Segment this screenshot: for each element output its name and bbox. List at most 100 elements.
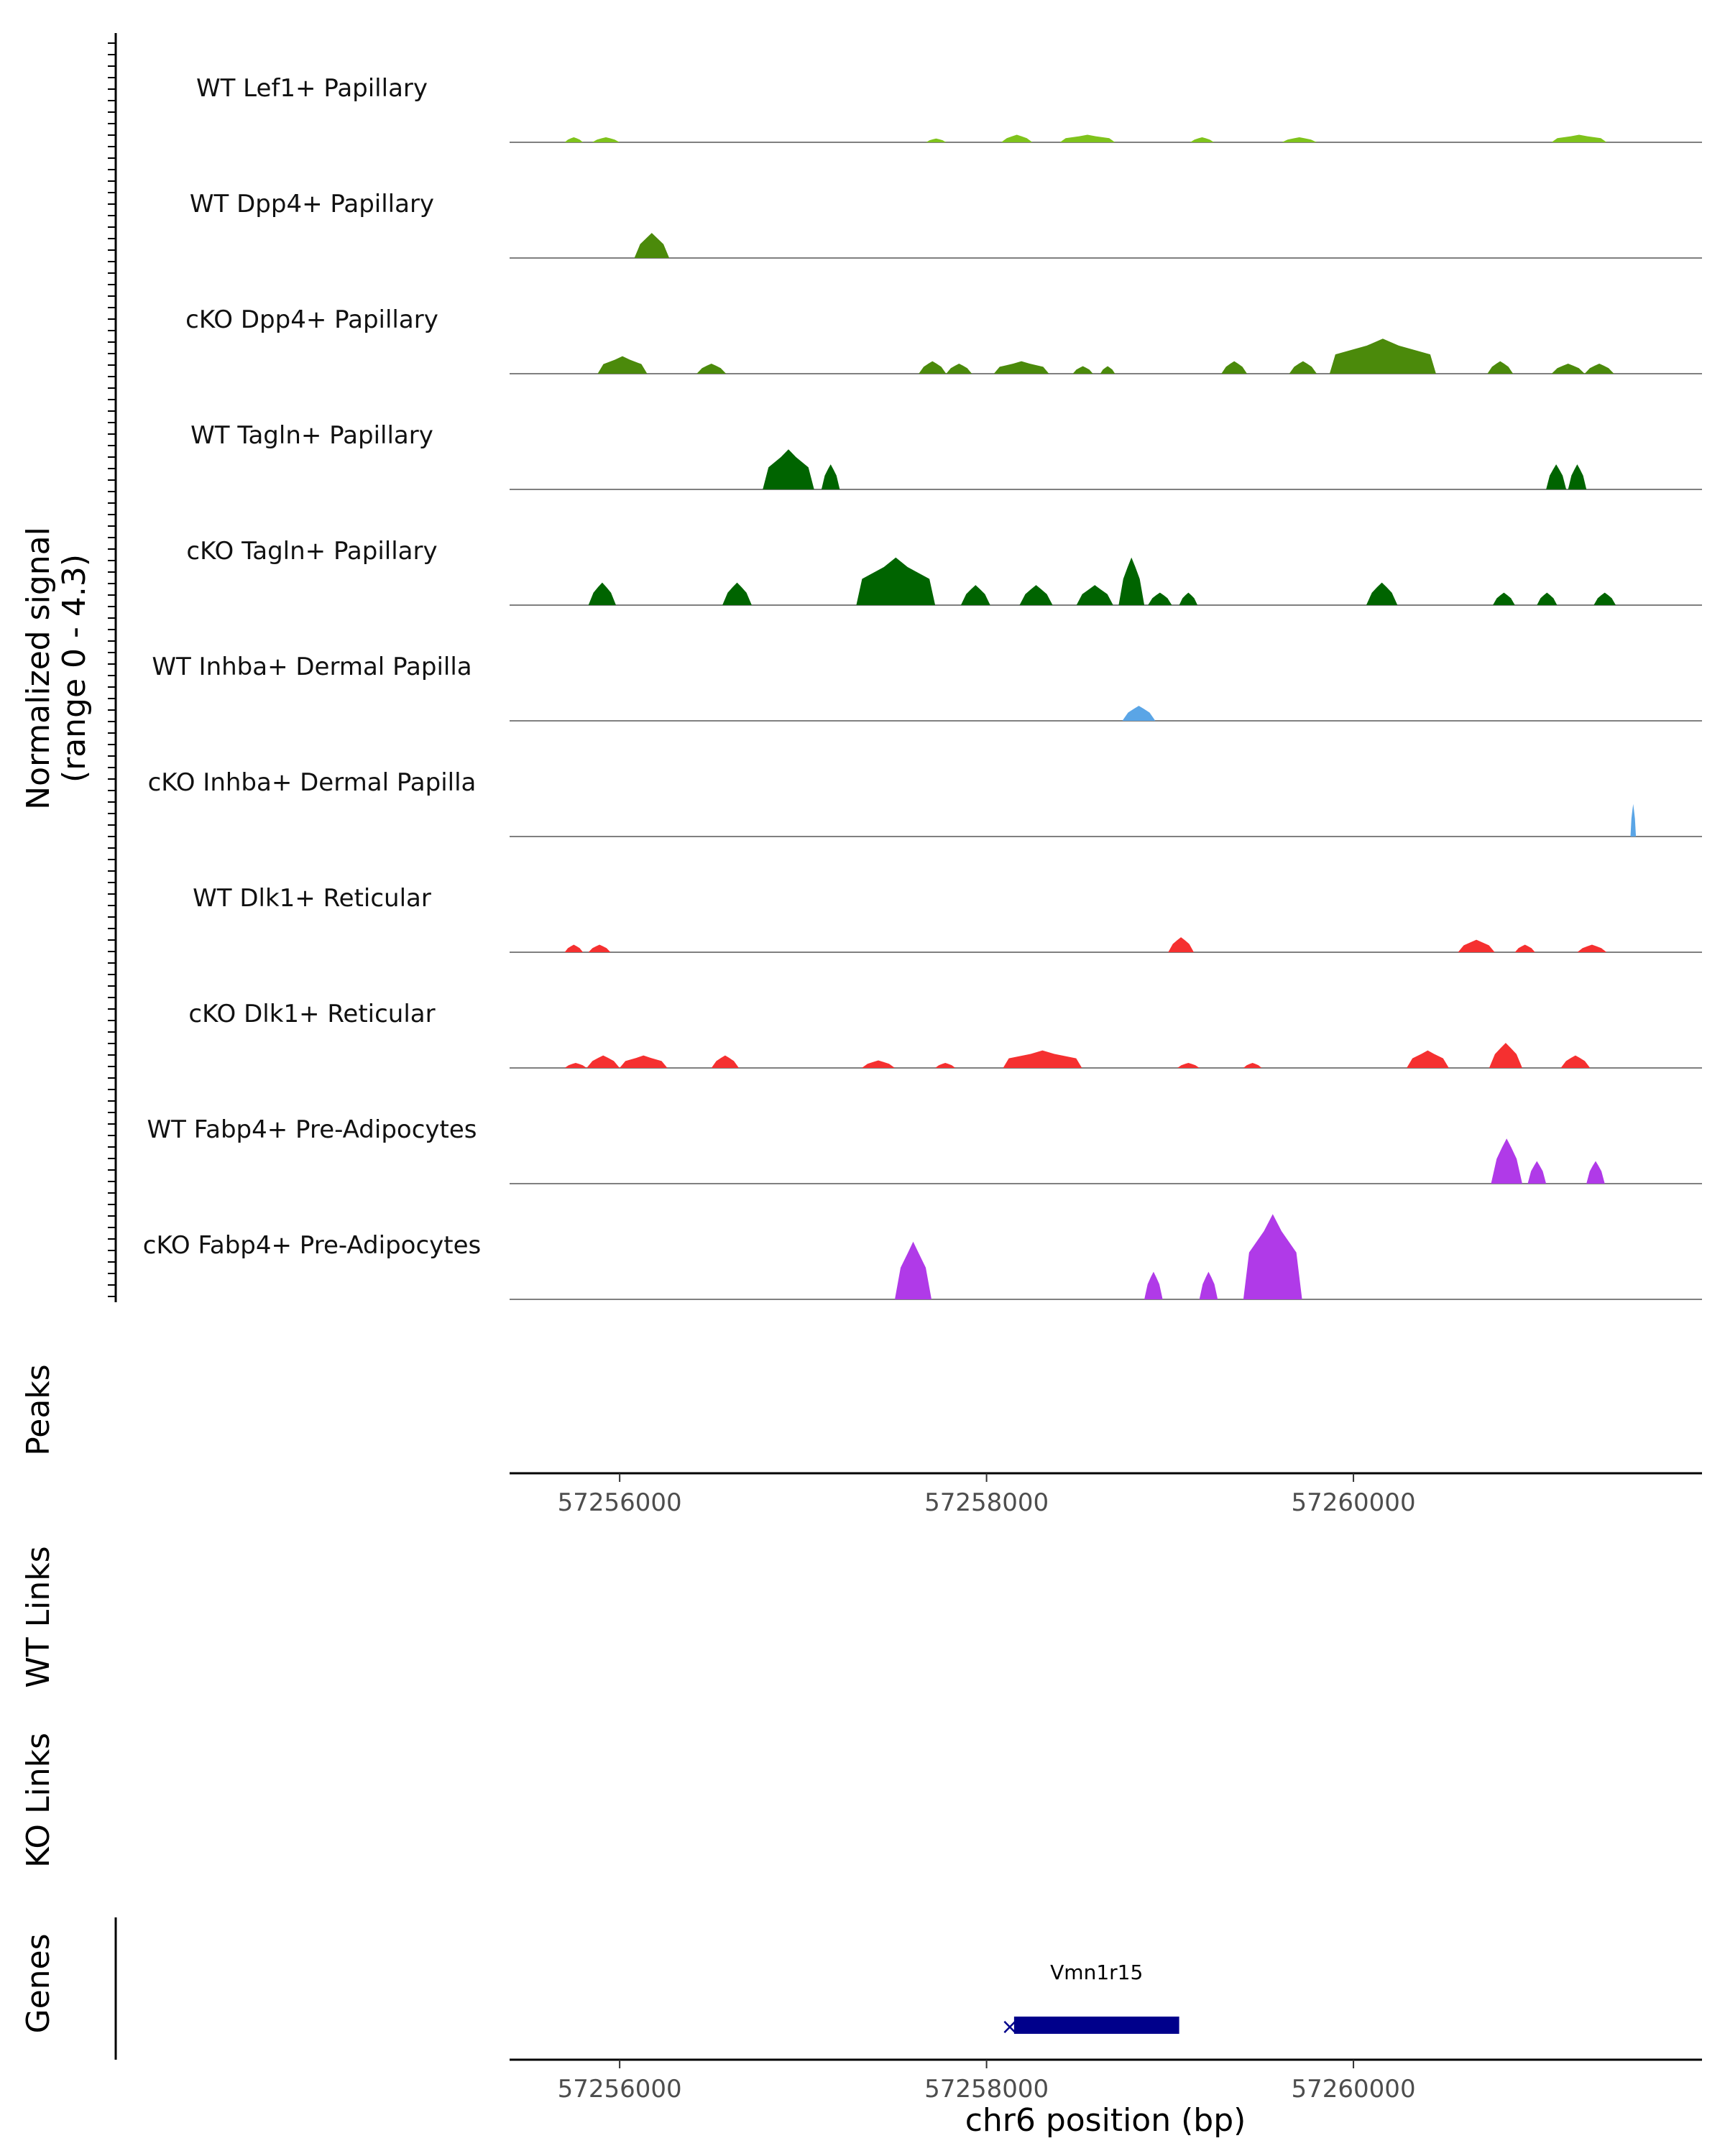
- coverage-peak: [763, 449, 814, 489]
- coverage-track: WT Fabp4+ Pre-Adipocytes: [147, 1115, 1702, 1184]
- coverage-peak: [1568, 464, 1587, 489]
- track-label: cKO Dlk1+ Reticular: [188, 1000, 435, 1028]
- track-label: cKO Inhba+ Dermal Papilla: [148, 768, 477, 797]
- coverage-peak: [1593, 592, 1616, 605]
- coverage-peak: [926, 138, 947, 142]
- coverage-peak: [1514, 944, 1535, 952]
- coverage-peak: [1148, 592, 1172, 605]
- coverage-track: WT Tagln+ Papillary: [190, 421, 1702, 490]
- coverage-track: cKO Inhba+ Dermal Papilla: [148, 768, 1702, 837]
- coverage-track: cKO Fabp4+ Pre-Adipocytes: [143, 1214, 1702, 1300]
- coverage-track: WT Dpp4+ Papillary: [190, 190, 1702, 259]
- coverage-peak: [1177, 1063, 1200, 1068]
- coverage-peak: [862, 1060, 895, 1068]
- track-label: cKO Fabp4+ Pre-Adipocytes: [143, 1231, 482, 1260]
- coverage-track: cKO Dlk1+ Reticular: [188, 1000, 1702, 1069]
- x-axis-title: chr6 position (bp): [965, 2102, 1246, 2139]
- coverage-peak: [1560, 1055, 1591, 1068]
- track-label: WT Inhba+ Dermal Papilla: [152, 653, 472, 681]
- coverage-peak: [1289, 361, 1317, 374]
- coverage-peak: [1168, 937, 1194, 952]
- coverage-peak: [588, 582, 616, 605]
- coverage-peak: [564, 944, 584, 952]
- coverage-track: WT Inhba+ Dermal Papilla: [152, 653, 1702, 722]
- track-label: WT Tagln+ Papillary: [190, 421, 433, 450]
- x-axis-tick-label: 57258000: [924, 2075, 1049, 2104]
- genes-x-axis-ticks: 57256000 57258000 57260000: [558, 2060, 1416, 2104]
- coverage-peak: [722, 582, 752, 605]
- coverage-peak: [821, 464, 840, 489]
- coverage-peak: [1577, 944, 1607, 952]
- coverage-peak: [1144, 1271, 1163, 1299]
- coverage-peak: [1407, 1050, 1449, 1068]
- coverage-peak: [1537, 592, 1558, 605]
- coverage-peak: [1072, 366, 1093, 374]
- coverage-y-axis-ticks: [108, 42, 116, 1297]
- coverage-peak: [1118, 557, 1145, 605]
- coverage-peak: [946, 364, 972, 374]
- coverage-peak: [588, 944, 611, 952]
- coverage-peak: [1243, 1214, 1302, 1299]
- coverage-peak: [895, 1241, 932, 1299]
- coverage-peak: [960, 585, 990, 605]
- coverage-peak: [586, 1055, 620, 1068]
- x-axis-tick-label: 57260000: [1292, 1488, 1416, 1517]
- gene-name-label: Vmn1r15: [1050, 1961, 1143, 1984]
- track-label: WT Fabp4+ Pre-Adipocytes: [147, 1115, 477, 1144]
- coverage-peak: [1366, 582, 1398, 605]
- coverage-peak: [1491, 1138, 1522, 1184]
- track-label: cKO Tagln+ Papillary: [186, 537, 437, 566]
- coverage-peak: [1001, 134, 1033, 142]
- coverage-peak: [1122, 706, 1156, 721]
- gene-body: [1013, 2017, 1179, 2034]
- coverage-peak: [1059, 134, 1116, 142]
- genes-track-label: Genes: [20, 1933, 57, 2033]
- coverage-peak: [620, 1055, 668, 1068]
- coverage-peak: [1630, 803, 1637, 837]
- track-label: WT Dpp4+ Papillary: [190, 190, 434, 218]
- genes-track: Genes ×Vmn1r15 57256000 57258000 57260000 …: [20, 1917, 1702, 2139]
- coverage-peak: [1458, 939, 1495, 952]
- coverage-peak: [711, 1055, 739, 1068]
- x-axis-tick-label: 57256000: [558, 2075, 682, 2104]
- coverage-peak: [1487, 361, 1514, 374]
- coverage-peak: [1586, 1161, 1605, 1184]
- coverage-peak: [1179, 592, 1198, 605]
- coverage-peak: [1584, 364, 1614, 374]
- ko-links-track-label: KO Links: [20, 1733, 57, 1868]
- coverage-peak: [1199, 1271, 1218, 1299]
- x-axis-tick-label: 57260000: [1292, 2075, 1416, 2104]
- coverage-peak: [1551, 364, 1585, 374]
- x-axis-tick-label: 57258000: [924, 1488, 1049, 1517]
- coverage-peak: [856, 557, 936, 605]
- coverage-peak: [1221, 361, 1247, 374]
- coverage-peak: [1551, 134, 1607, 142]
- track-label: WT Lef1+ Papillary: [196, 74, 428, 103]
- coverage-peak: [564, 137, 584, 142]
- coverage-peak: [1546, 464, 1567, 489]
- track-label: WT Dlk1+ Reticular: [193, 884, 431, 913]
- coverage-peak: [993, 361, 1049, 374]
- y-axis-range-label: (range 0 - 4.3): [56, 554, 93, 783]
- wt-links-track-label: WT Links: [20, 1546, 57, 1687]
- coverage-peak: [919, 361, 947, 374]
- coverage-peak: [935, 1063, 956, 1068]
- coverage-peak: [1282, 137, 1317, 142]
- gene-annotations: × Vmn1r15: [1000, 1961, 1179, 2040]
- coverage-peak: [1489, 1043, 1522, 1068]
- coverage-peak: [634, 233, 670, 258]
- peaks-track: Peaks 57256000 57258000 57260000: [20, 1364, 1702, 1517]
- peaks-x-axis-ticks: 57256000 57258000 57260000: [558, 1473, 1416, 1517]
- coverage-peak: [1329, 338, 1436, 374]
- coverage-track: cKO Tagln+ Papillary: [186, 537, 1702, 606]
- coverage-peak: [1076, 585, 1113, 605]
- peaks-track-label: Peaks: [20, 1364, 57, 1455]
- coverage-track: WT Dlk1+ Reticular: [193, 884, 1702, 953]
- coverage-peak: [597, 356, 648, 374]
- coverage-peak: [1003, 1050, 1082, 1068]
- coverage-peak: [592, 137, 620, 142]
- y-axis-title: Normalized signal: [20, 527, 57, 810]
- coverage-track: WT Lef1+ Papillary: [196, 74, 1702, 143]
